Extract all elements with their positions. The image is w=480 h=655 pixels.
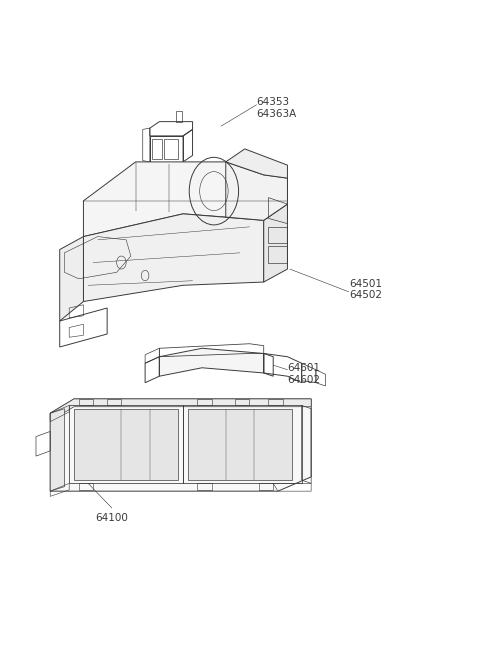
- Polygon shape: [50, 409, 64, 491]
- Text: 64501
64502: 64501 64502: [349, 279, 382, 301]
- Polygon shape: [188, 409, 292, 480]
- Polygon shape: [226, 149, 288, 178]
- Polygon shape: [159, 348, 264, 376]
- Polygon shape: [84, 214, 264, 301]
- Polygon shape: [50, 399, 311, 491]
- Text: 64353
64363A: 64353 64363A: [257, 97, 297, 119]
- Polygon shape: [50, 399, 311, 421]
- Polygon shape: [264, 204, 288, 282]
- Polygon shape: [226, 162, 288, 220]
- Polygon shape: [74, 409, 179, 480]
- Text: 64100: 64100: [96, 513, 128, 523]
- Polygon shape: [60, 236, 84, 321]
- Text: 64601
64602: 64601 64602: [288, 364, 321, 385]
- Polygon shape: [84, 162, 288, 236]
